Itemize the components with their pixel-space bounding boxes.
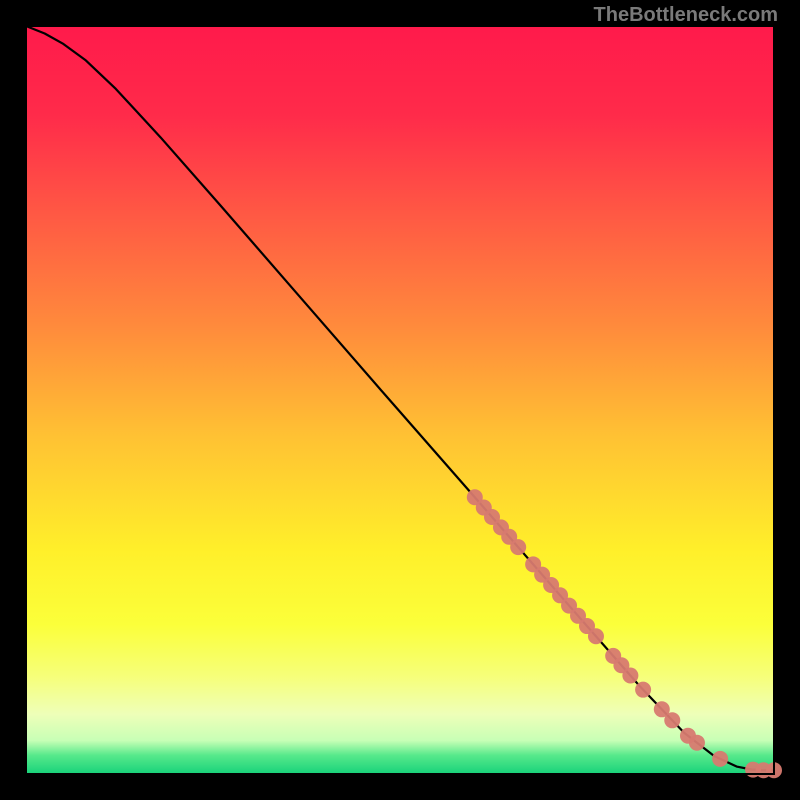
marker-dot [664, 712, 680, 728]
chart-stage: TheBottleneck.com [0, 0, 800, 800]
chart-svg [0, 0, 800, 800]
marker-dot [712, 751, 728, 767]
gradient-background [26, 26, 774, 774]
marker-dot [622, 668, 638, 684]
marker-dot [689, 735, 705, 751]
watermark-text: TheBottleneck.com [594, 4, 778, 27]
marker-dot [635, 682, 651, 698]
marker-dot [588, 628, 604, 644]
marker-dot [510, 539, 526, 555]
